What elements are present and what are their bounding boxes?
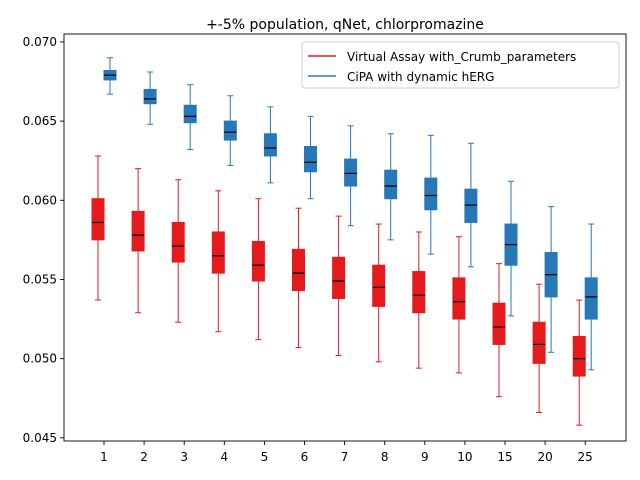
box-cipa-20 xyxy=(544,206,558,353)
box-body xyxy=(572,335,586,377)
box-body xyxy=(251,240,265,282)
legend-label-cipa: CiPA with dynamic hERG xyxy=(347,70,494,84)
chart-title: +-5% population, qNet, chlorpromazine xyxy=(206,17,484,33)
box-cipa-3 xyxy=(183,84,197,151)
box-body xyxy=(344,158,358,187)
x-tick-label-6: 7 xyxy=(341,450,349,464)
legend-frame xyxy=(301,41,620,89)
box-body xyxy=(492,302,506,345)
legend: Virtual Assay with_Crumb_parameters CiPA… xyxy=(301,41,620,89)
x-tick-label-12: 25 xyxy=(578,450,593,464)
box-cipa-1 xyxy=(103,57,117,95)
box-body xyxy=(91,198,105,241)
box-body xyxy=(412,271,426,314)
box-virtual-assay-10 xyxy=(452,236,466,374)
y-tick-label-4: 0.065 xyxy=(23,114,57,128)
y-axis: 0.045 0.050 0.055 0.060 0.065 0.070 xyxy=(23,35,64,445)
box-body xyxy=(211,231,225,274)
box-body xyxy=(304,145,317,173)
box-body xyxy=(424,177,438,211)
box-virtual-assay-6 xyxy=(292,207,305,349)
box-cipa-6 xyxy=(304,115,317,200)
x-tick-label-7: 8 xyxy=(381,450,389,464)
box-body xyxy=(584,277,598,320)
box-body xyxy=(263,133,277,157)
x-tick-label-9: 10 xyxy=(457,450,472,464)
box-virtual-assay-9 xyxy=(412,231,426,369)
x-tick-label-4: 5 xyxy=(261,450,269,464)
y-tick-label-1: 0.050 xyxy=(23,352,57,366)
box-body xyxy=(183,104,197,124)
box-body xyxy=(464,188,478,223)
box-body xyxy=(131,210,145,252)
x-tick-label-11: 20 xyxy=(537,450,552,464)
box-body xyxy=(532,321,546,364)
x-tick-label-5: 6 xyxy=(301,450,309,464)
box-body xyxy=(384,169,398,200)
x-tick-label-10: 15 xyxy=(497,450,512,464)
y-tick-label-0: 0.045 xyxy=(23,431,57,445)
x-axis: 1 2 3 4 5 6 7 8 9 10 15 20 25 xyxy=(100,441,593,464)
box-body xyxy=(372,264,386,307)
y-tick-label-5: 0.070 xyxy=(23,35,57,49)
box-virtual-assay-15 xyxy=(492,263,506,398)
box-cipa-4 xyxy=(223,95,237,166)
box-virtual-assay-5 xyxy=(251,198,265,341)
box-cipa-7 xyxy=(344,125,358,227)
box-body xyxy=(171,221,185,263)
box-virtual-assay-3 xyxy=(171,179,185,323)
box-cipa-15 xyxy=(504,180,518,317)
box-virtual-assay-2 xyxy=(131,168,145,314)
x-tick-label-3: 4 xyxy=(220,450,228,464)
box-body xyxy=(452,277,466,320)
box-body xyxy=(223,120,237,141)
box-cipa-5 xyxy=(263,106,277,184)
box-body xyxy=(292,248,305,292)
x-tick-label-2: 3 xyxy=(180,450,188,464)
box-virtual-assay-7 xyxy=(332,215,346,356)
box-virtual-assay-20 xyxy=(532,283,546,413)
box-cipa-10 xyxy=(464,142,478,268)
y-tick-label-3: 0.060 xyxy=(23,193,57,207)
x-tick-label-0: 1 xyxy=(100,450,108,464)
box-body xyxy=(332,256,346,299)
box-cipa-8 xyxy=(384,133,398,241)
box-cipa-2 xyxy=(143,71,157,125)
box-cipa-9 xyxy=(424,134,438,255)
box-virtual-assay-1 xyxy=(91,155,105,301)
box-virtual-assay-4 xyxy=(211,190,225,333)
box-virtual-assay-25 xyxy=(572,299,586,426)
box-groups xyxy=(91,57,598,426)
box-virtual-assay-8 xyxy=(372,223,386,363)
x-tick-label-1: 2 xyxy=(140,450,148,464)
y-tick-label-2: 0.055 xyxy=(23,272,57,286)
box-cipa-25 xyxy=(584,223,598,371)
legend-label-virtual-assay: Virtual Assay with_Crumb_parameters xyxy=(347,50,576,64)
x-tick-label-8: 9 xyxy=(421,450,429,464)
box-body xyxy=(143,88,157,105)
